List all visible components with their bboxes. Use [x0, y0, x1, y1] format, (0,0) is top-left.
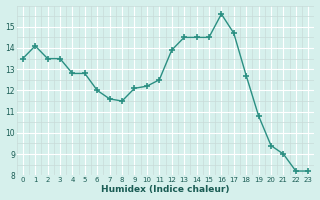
X-axis label: Humidex (Indice chaleur): Humidex (Indice chaleur): [101, 185, 230, 194]
